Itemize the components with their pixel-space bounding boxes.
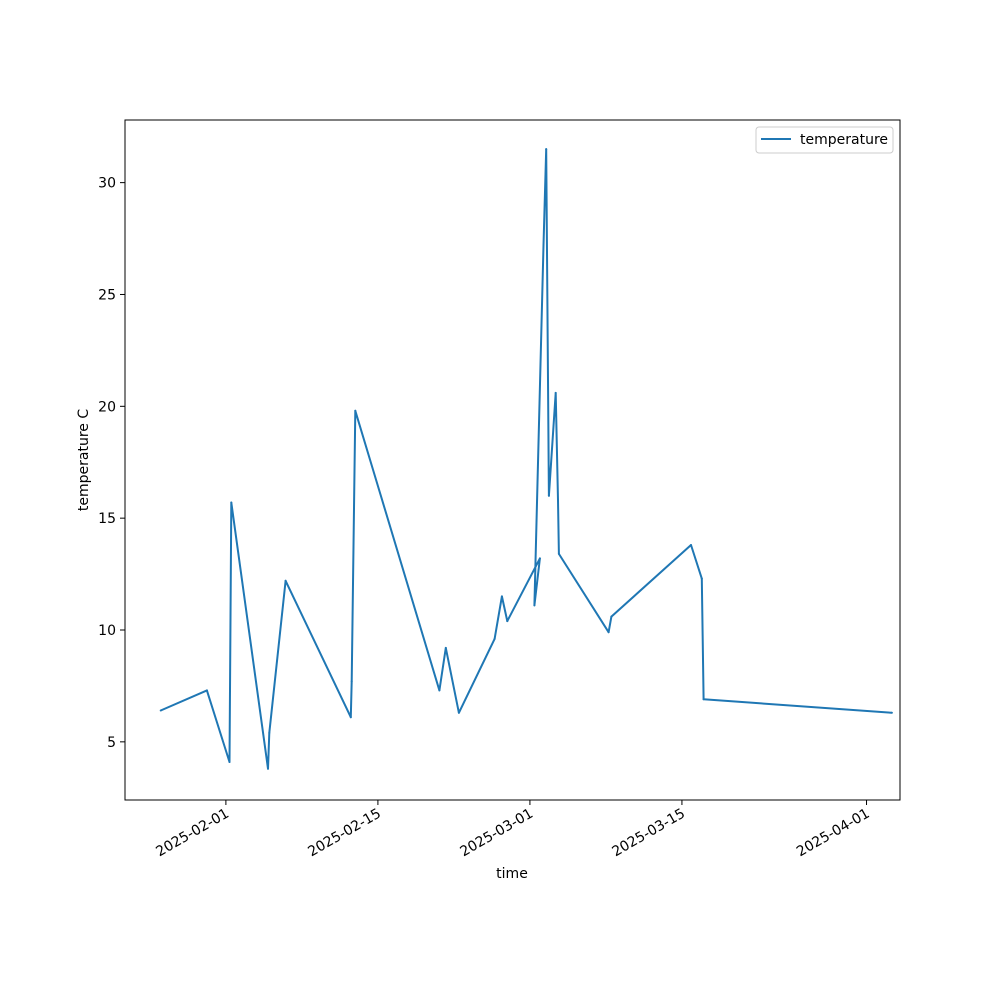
data-point-0 bbox=[159, 709, 162, 712]
data-point-7 bbox=[349, 716, 352, 719]
data-point-16 bbox=[538, 557, 541, 560]
data-point-18 bbox=[542, 244, 545, 247]
data-point-1 bbox=[205, 689, 208, 692]
legend-label-temperature: temperature bbox=[800, 132, 888, 148]
data-point-3 bbox=[230, 501, 233, 504]
data-point-2 bbox=[228, 761, 231, 763]
plot-layer bbox=[159, 148, 893, 770]
data-point-21 bbox=[554, 391, 557, 394]
x-tick-label: 2025-03-01 bbox=[457, 806, 535, 861]
y-tick-label: 15 bbox=[98, 511, 116, 527]
x-tick-label: 2025-04-01 bbox=[794, 806, 872, 861]
y-tick-label: 20 bbox=[98, 399, 116, 415]
data-point-8 bbox=[350, 680, 353, 683]
data-point-17 bbox=[533, 604, 536, 607]
x-axis-ticks: 2025-02-01 2025-02-15 2025-03-01 2025-03-15… bbox=[153, 800, 873, 861]
x-tick-label: 2025-03-15 bbox=[609, 806, 687, 861]
data-point-20 bbox=[547, 494, 550, 497]
data-point-23 bbox=[557, 552, 560, 555]
data-point-14 bbox=[500, 595, 503, 598]
y-tick-label: 30 bbox=[98, 176, 116, 192]
data-point-5 bbox=[268, 731, 271, 734]
x-tick-label: 2025-02-01 bbox=[153, 806, 231, 861]
x-axis-label: time bbox=[496, 866, 528, 882]
data-point-25 bbox=[610, 615, 613, 618]
data-point-6 bbox=[284, 579, 287, 582]
data-point-24 bbox=[607, 631, 610, 634]
data-point-22 bbox=[557, 499, 559, 502]
y-axis-label: temperature C bbox=[76, 409, 92, 511]
data-point-13 bbox=[493, 637, 496, 640]
x-tick-label: 2025-02-15 bbox=[305, 806, 383, 861]
data-point-9 bbox=[354, 409, 357, 412]
data-point-4 bbox=[267, 767, 269, 770]
legend-box bbox=[755, 126, 894, 154]
series-line-temperature bbox=[160, 148, 892, 770]
data-point-12 bbox=[457, 711, 460, 714]
legend: temperature bbox=[755, 126, 894, 154]
y-tick-label: 25 bbox=[98, 287, 116, 303]
y-axis-ticks: 5 10 15 20 25 30 bbox=[98, 176, 125, 751]
data-point-10 bbox=[438, 689, 441, 692]
data-point-27 bbox=[700, 577, 703, 580]
data-point-19 bbox=[545, 148, 548, 151]
data-point-11 bbox=[444, 646, 447, 649]
data-point-15 bbox=[506, 620, 509, 623]
data-point-26 bbox=[690, 544, 692, 546]
data-point-28 bbox=[702, 698, 705, 701]
y-tick-label: 10 bbox=[98, 623, 116, 639]
axes-frame bbox=[124, 119, 901, 801]
data-point-29 bbox=[890, 711, 893, 714]
y-tick-label: 5 bbox=[107, 735, 116, 751]
